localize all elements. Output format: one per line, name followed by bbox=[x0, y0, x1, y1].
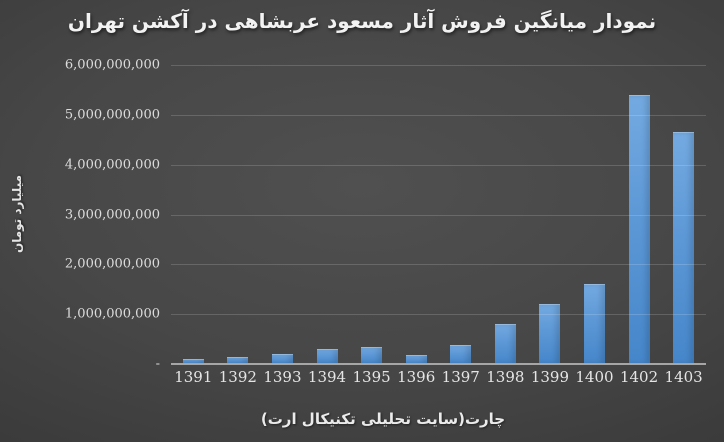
x-axis-labels: 1391 1392 1393 1394 1395 1396 1397 1398 1399 1400… bbox=[171, 368, 706, 386]
bar-1394 bbox=[316, 349, 338, 364]
x-tick-label: 1393 bbox=[263, 368, 302, 386]
bar-1395 bbox=[361, 346, 383, 364]
x-tick-label: 1397 bbox=[441, 368, 480, 386]
y-tick-label: 5,000,000,000 bbox=[64, 107, 160, 123]
bar-slot-1399 bbox=[528, 65, 573, 364]
x-tick-label: 1394 bbox=[307, 368, 347, 386]
bar-slot-1394 bbox=[305, 65, 350, 364]
x-axis-line bbox=[171, 363, 706, 365]
bar-1393 bbox=[271, 354, 293, 364]
y-tick-label: 6,000,000,000 bbox=[64, 57, 160, 73]
bar-slot-1400 bbox=[572, 65, 617, 364]
bar-1402 bbox=[628, 94, 650, 364]
bar-slot-1393 bbox=[260, 65, 305, 364]
y-axis-labels: 6,000,000,000 5,000,000,000 4,000,000,000 3… bbox=[0, 58, 160, 372]
gridline bbox=[171, 114, 706, 116]
x-tick-label: 1400 bbox=[575, 368, 614, 386]
x-tick-label: 1391 bbox=[174, 368, 213, 386]
bar-1392 bbox=[227, 356, 249, 364]
y-tick-label: 4,000,000,000 bbox=[64, 157, 160, 173]
y-tick-label: 2,000,000,000 bbox=[64, 256, 160, 272]
x-tick-label: 1392 bbox=[218, 368, 257, 386]
bar-1391 bbox=[182, 359, 204, 364]
y-tick-label: 1,000,000,000 bbox=[64, 306, 160, 322]
plot-area bbox=[171, 65, 706, 365]
y-tick-label: - bbox=[155, 356, 160, 372]
bar-slot-1402 bbox=[617, 65, 662, 364]
bar-slot-1403 bbox=[661, 65, 706, 364]
gridline bbox=[171, 214, 706, 216]
bar-slot-1395 bbox=[349, 65, 394, 364]
x-tick-label: 1398 bbox=[486, 368, 525, 386]
bar-1396 bbox=[405, 354, 427, 364]
chart-title: نمودار میانگین فروش آثار مسعود عربشاهی د… bbox=[67, 9, 657, 33]
x-tick-label: 1399 bbox=[530, 368, 569, 386]
gridline bbox=[171, 264, 706, 266]
bar-1397 bbox=[450, 345, 472, 364]
bar-1398 bbox=[494, 324, 516, 364]
bar-slot-1398 bbox=[483, 65, 528, 364]
x-tick-label: 1402 bbox=[619, 368, 659, 386]
bar-slot-1396 bbox=[394, 65, 439, 364]
bars bbox=[171, 65, 706, 364]
x-axis-title: چارت(سایت تحلیلی تکنیکال ارت) bbox=[260, 410, 506, 428]
bar-slot-1397 bbox=[438, 65, 483, 364]
bar-1403 bbox=[673, 132, 695, 364]
bar-slot-1392 bbox=[216, 65, 261, 364]
x-tick-label: 1395 bbox=[352, 368, 391, 386]
bar-1400 bbox=[583, 284, 605, 364]
y-tick-label: 3,000,000,000 bbox=[64, 207, 160, 222]
bar-slot-1391 bbox=[171, 65, 216, 364]
gridline bbox=[171, 65, 706, 66]
gridline bbox=[171, 314, 706, 316]
x-tick-label: 1403 bbox=[664, 368, 703, 386]
gridline bbox=[171, 164, 706, 166]
x-tick-label: 1396 bbox=[397, 368, 436, 386]
bar-1399 bbox=[539, 304, 561, 364]
